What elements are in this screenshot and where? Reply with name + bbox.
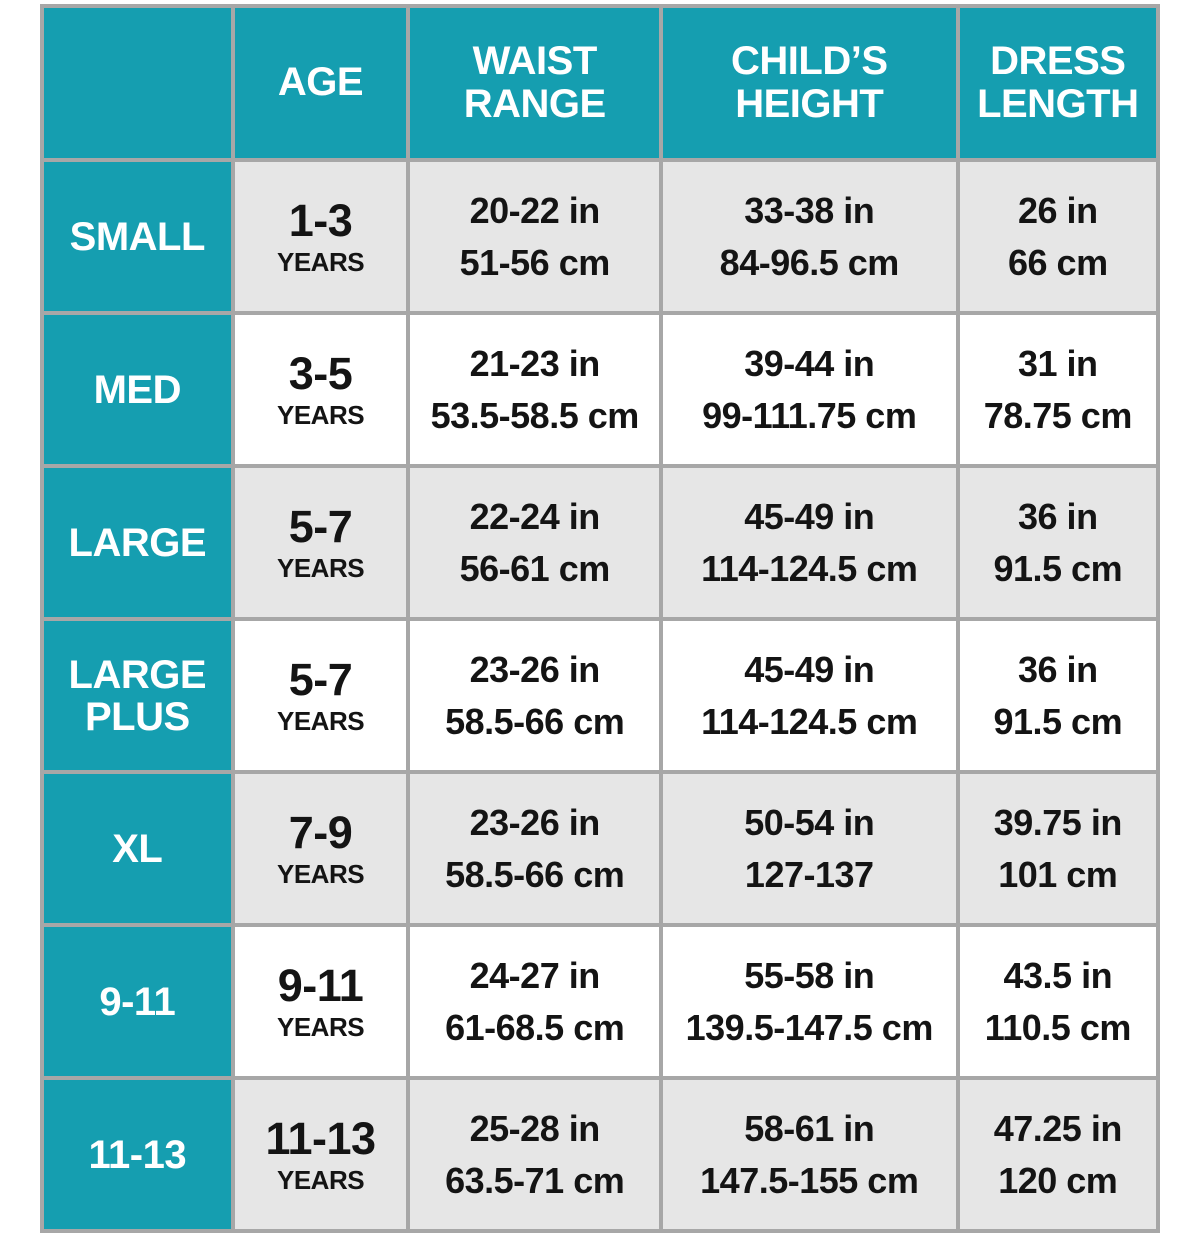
row-small-age: 1-3 YEARS (234, 162, 407, 311)
row-xl-dress: 39.75 in 101 cm (959, 774, 1156, 923)
row-xl-height: 50-54 in 127-137 (662, 774, 956, 923)
row-large-waist: 22-24 in 56-61 cm (410, 468, 659, 617)
row-small-label: SMALL (44, 162, 231, 311)
row-large-dress: 36 in 91.5 cm (959, 468, 1156, 617)
row-small-age-value: 1-3 (288, 194, 353, 246)
row-large-plus-height: 45-49 in 114-124.5 cm (662, 621, 956, 770)
row-11-13-age-unit: YEARS (276, 1165, 365, 1196)
row-small-height: 33-38 in 84-96.5 cm (662, 162, 956, 311)
header-childs-height: CHILD’S HEIGHT (662, 8, 956, 158)
row-med-label: MED (44, 315, 231, 464)
row-med-waist: 21-23 in 53.5-58.5 cm (410, 315, 659, 464)
row-xl-label: XL (44, 774, 231, 923)
row-9-11-age-value: 9-11 (277, 959, 364, 1011)
row-large-age-value: 5-7 (288, 500, 353, 552)
row-11-13-height: 58-61 in 147.5-155 cm (662, 1080, 956, 1229)
row-9-11-height: 55-58 in 139.5-147.5 cm (662, 927, 956, 1076)
row-large-plus-age-unit: YEARS (276, 706, 365, 737)
row-xl-waist: 23-26 in 58.5-66 cm (410, 774, 659, 923)
row-large-plus-age-value: 5-7 (288, 653, 353, 705)
row-med-height: 39-44 in 99-111.75 cm (662, 315, 956, 464)
row-large-label: LARGE (44, 468, 231, 617)
header-dress-length: DRESS LENGTH (959, 8, 1156, 158)
row-med-age-unit: YEARS (276, 400, 365, 431)
row-med-dress: 31 in 78.75 cm (959, 315, 1156, 464)
row-xl-age-value: 7-9 (288, 806, 353, 858)
row-small-age-unit: YEARS (276, 247, 365, 278)
row-large-age: 5-7 YEARS (234, 468, 407, 617)
row-small-waist: 20-22 in 51-56 cm (410, 162, 659, 311)
row-11-13-age-value: 11-13 (265, 1112, 376, 1164)
row-xl-age: 7-9 YEARS (234, 774, 407, 923)
row-small-dress: 26 in 66 cm (959, 162, 1156, 311)
row-11-13-label: 11-13 (44, 1080, 231, 1229)
row-11-13-waist: 25-28 in 63.5-71 cm (410, 1080, 659, 1229)
row-11-13-age: 11-13 YEARS (234, 1080, 407, 1229)
row-med-age: 3-5 YEARS (234, 315, 407, 464)
row-large-plus-waist: 23-26 in 58.5-66 cm (410, 621, 659, 770)
row-9-11-label: 9-11 (44, 927, 231, 1076)
row-large-plus-label: LARGE PLUS (44, 621, 231, 770)
header-age: AGE (234, 8, 407, 158)
row-large-height: 45-49 in 114-124.5 cm (662, 468, 956, 617)
row-med-age-value: 3-5 (288, 347, 353, 399)
row-large-age-unit: YEARS (276, 553, 365, 584)
row-xl-age-unit: YEARS (276, 859, 365, 890)
header-corner-cell (44, 8, 231, 158)
row-large-plus-age: 5-7 YEARS (234, 621, 407, 770)
header-waist-range: WAIST RANGE (410, 8, 659, 158)
row-11-13-dress: 47.25 in 120 cm (959, 1080, 1156, 1229)
row-9-11-age-unit: YEARS (276, 1012, 365, 1043)
row-9-11-dress: 43.5 in 110.5 cm (959, 927, 1156, 1076)
row-9-11-age: 9-11 YEARS (234, 927, 407, 1076)
size-chart-table: AGE WAIST RANGE CHILD’S HEIGHT DRESS LEN… (40, 4, 1160, 1233)
row-9-11-waist: 24-27 in 61-68.5 cm (410, 927, 659, 1076)
row-large-plus-dress: 36 in 91.5 cm (959, 621, 1156, 770)
